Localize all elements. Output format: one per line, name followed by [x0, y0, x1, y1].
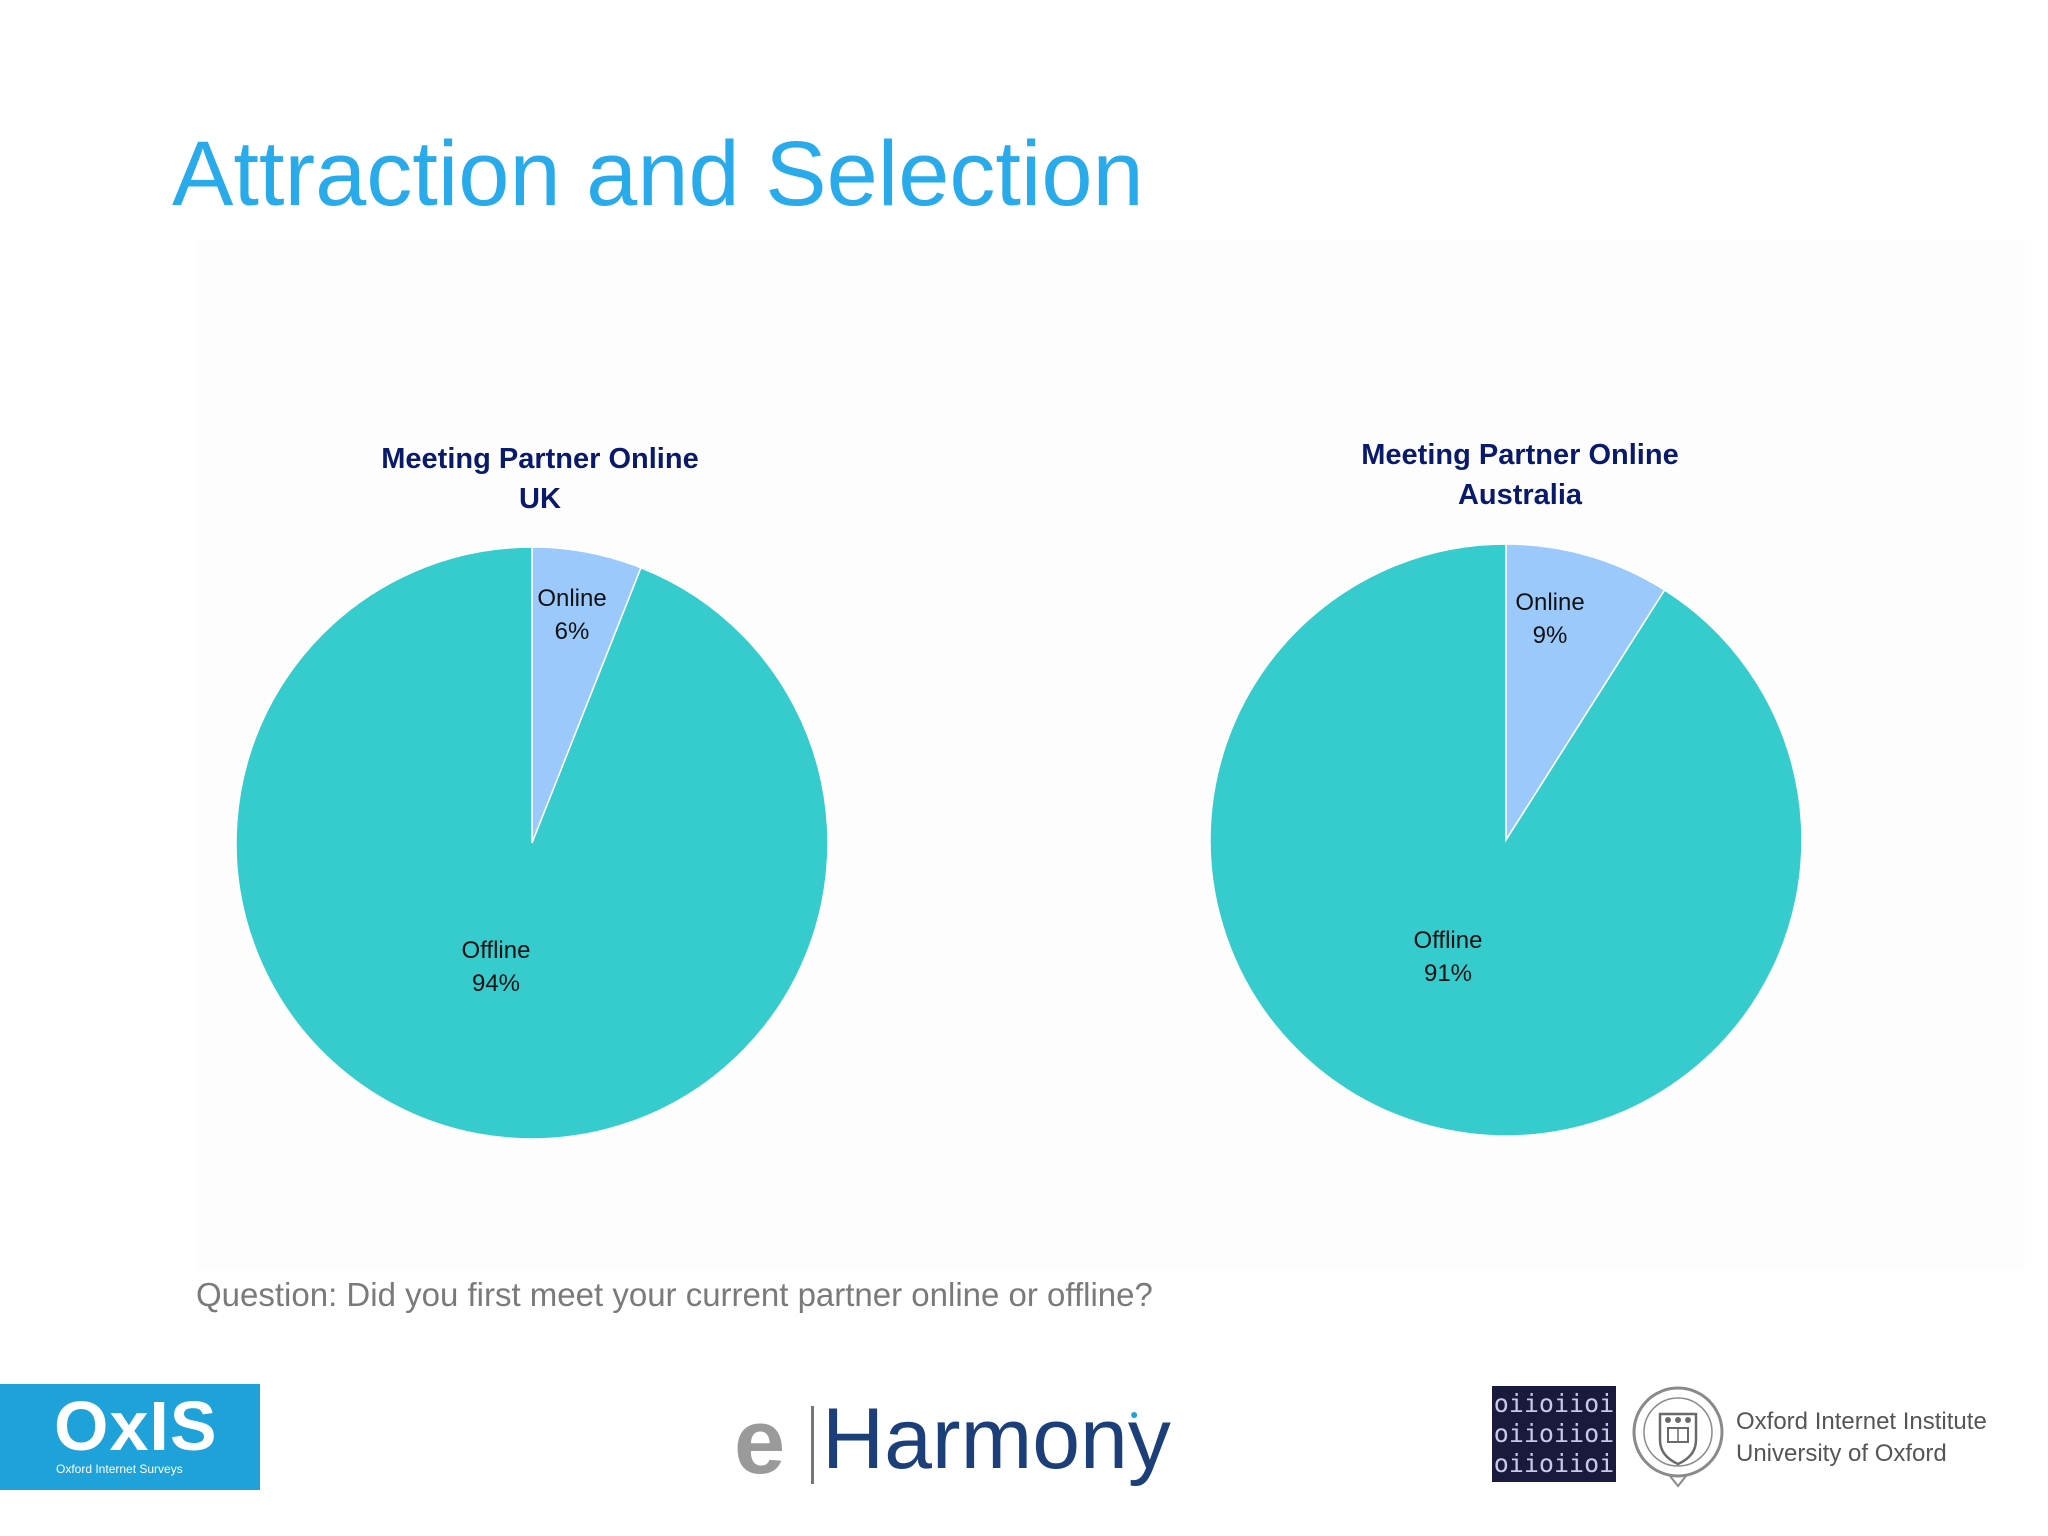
slice-label-offline: Offline — [462, 937, 531, 964]
registered-mark-icon: ● — [1130, 1406, 1139, 1422]
oxis-logo: OxIS Oxford Internet Surveys — [0, 1384, 260, 1490]
slice-label-offline: Offline — [1414, 927, 1483, 954]
eharmony-logo-name: Harmony — [822, 1391, 1171, 1487]
slice-value-online: 9% — [1533, 622, 1568, 649]
oii-binary-row: oiioiioi — [1493, 1389, 1615, 1418]
oii-logo-text: Oxford Internet Institute University of … — [1736, 1406, 1987, 1470]
pie-chart-2: Meeting Partner Online Australia Online 9% O… — [1209, 439, 1803, 1137]
chart-title-line: Meeting Partner Online — [381, 443, 698, 475]
eharmony-logo-e: e — [734, 1391, 786, 1493]
pie-slice-offline — [235, 546, 829, 1140]
pie-slice-offline — [1209, 543, 1803, 1137]
slice-value-offline: 91% — [1424, 960, 1472, 987]
pie-charts: Meeting Partner Online UK Online 6% Offline 9… — [235, 439, 1803, 1140]
oii-logo-line1: Oxford Internet Institute — [1736, 1408, 1987, 1435]
oii-logo-line2: University of Oxford — [1736, 1440, 1947, 1467]
slice-value-online: 6% — [555, 618, 590, 645]
slice-label-online: Online — [537, 585, 606, 612]
oii-binary-logo: oiioiioi oiioiioi oiioiioi — [1492, 1386, 1616, 1482]
eharmony-logo-divider — [811, 1406, 814, 1484]
slide-title: Attraction and Selection — [172, 123, 1144, 225]
pie-slice-online — [1505, 543, 1666, 843]
survey-question: Question: Did you first meet your curren… — [196, 1276, 1153, 1313]
chart-title-line: Australia — [1458, 479, 1583, 511]
chart-title-line: UK — [519, 483, 561, 515]
eharmony-logo: e Harmony ● — [730, 1390, 1171, 1493]
pie-chart-1: Meeting Partner Online UK Online 6% Offline 9… — [235, 443, 829, 1140]
oii-binary-row: oiioiioi — [1493, 1449, 1615, 1478]
slice-value-offline: 94% — [472, 970, 520, 997]
oxis-logo-text: OxIS — [54, 1387, 218, 1465]
oxis-logo-subtitle: Oxford Internet Surveys — [56, 1462, 183, 1476]
slice-label-online: Online — [1515, 589, 1584, 616]
oii-binary-row: oiioiioi — [1493, 1419, 1615, 1448]
chart-title-line: Meeting Partner Online — [1361, 439, 1678, 471]
oxford-crest-icon — [1632, 1386, 1724, 1488]
